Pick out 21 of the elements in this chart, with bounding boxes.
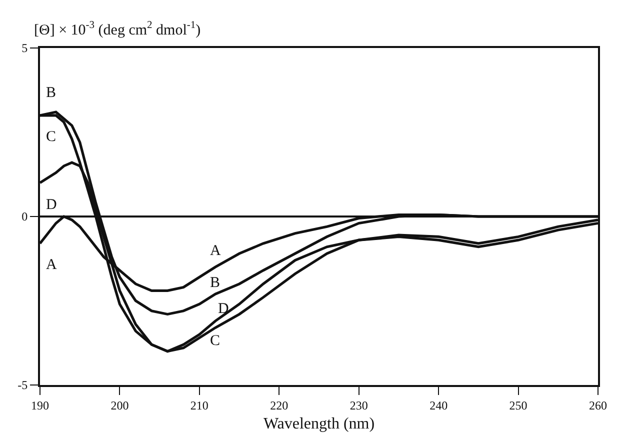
x-tick-label: 250 [509,398,528,412]
series-label: A [210,243,221,259]
text: D [46,197,57,213]
text: B [46,85,56,101]
y-tick-label: 0 [22,210,28,224]
series-label: B [210,275,220,291]
x-tick-label: 230 [350,398,368,412]
x-tick-label: 220 [270,398,288,412]
text: A [46,257,57,273]
x-tick-label: 210 [190,398,208,412]
x-tick-label: 240 [430,398,448,412]
x-axis-title: Wavelength (nm) [263,416,375,433]
y-axis-title: [Θ] × 10$^{-3}$ (deg cm$^{2}$ dmol$^{-1}$) [34,20,201,38]
series-label: C [210,333,220,349]
x-tick-label: 200 [110,398,129,412]
x-tick-label: 190 [31,398,49,412]
y-tick-label: 5 [22,41,28,56]
y-tick-label: -5 [18,378,28,392]
text: C [46,129,56,145]
series-label: D [218,301,229,317]
x-tick-label: 260 [589,398,607,412]
